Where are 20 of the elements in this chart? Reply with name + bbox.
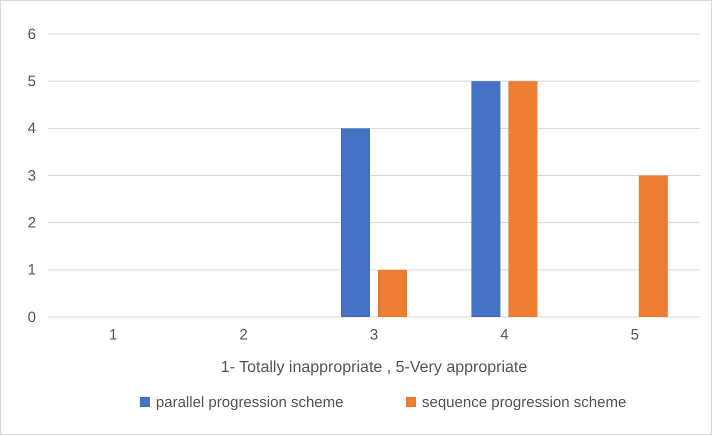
y-tick-label: 5 [28,72,36,90]
bar [378,270,407,317]
y-tick-label: 1 [28,262,36,279]
x-tick-label: 3 [370,326,378,344]
x-tick-label: 2 [239,326,248,344]
y-tick-label: 2 [28,214,36,232]
bar [638,176,668,317]
bar [508,81,538,317]
legend-label: parallel progression scheme [156,394,344,411]
y-tick-label: 6 [28,26,36,43]
x-tick-label: 1 [109,326,118,344]
bar [471,81,500,317]
x-axis-title: 1- Totally inappropriate , 5-Very appropriate [220,359,528,376]
legend-label: sequence progression scheme [422,394,626,411]
bar [341,128,370,317]
x-tick-label: 4 [500,326,509,344]
y-tick-label: 3 [28,167,36,184]
y-tick-label: 4 [28,120,36,138]
y-tick-label: 0 [28,308,36,326]
x-tick-label: 5 [630,326,639,344]
